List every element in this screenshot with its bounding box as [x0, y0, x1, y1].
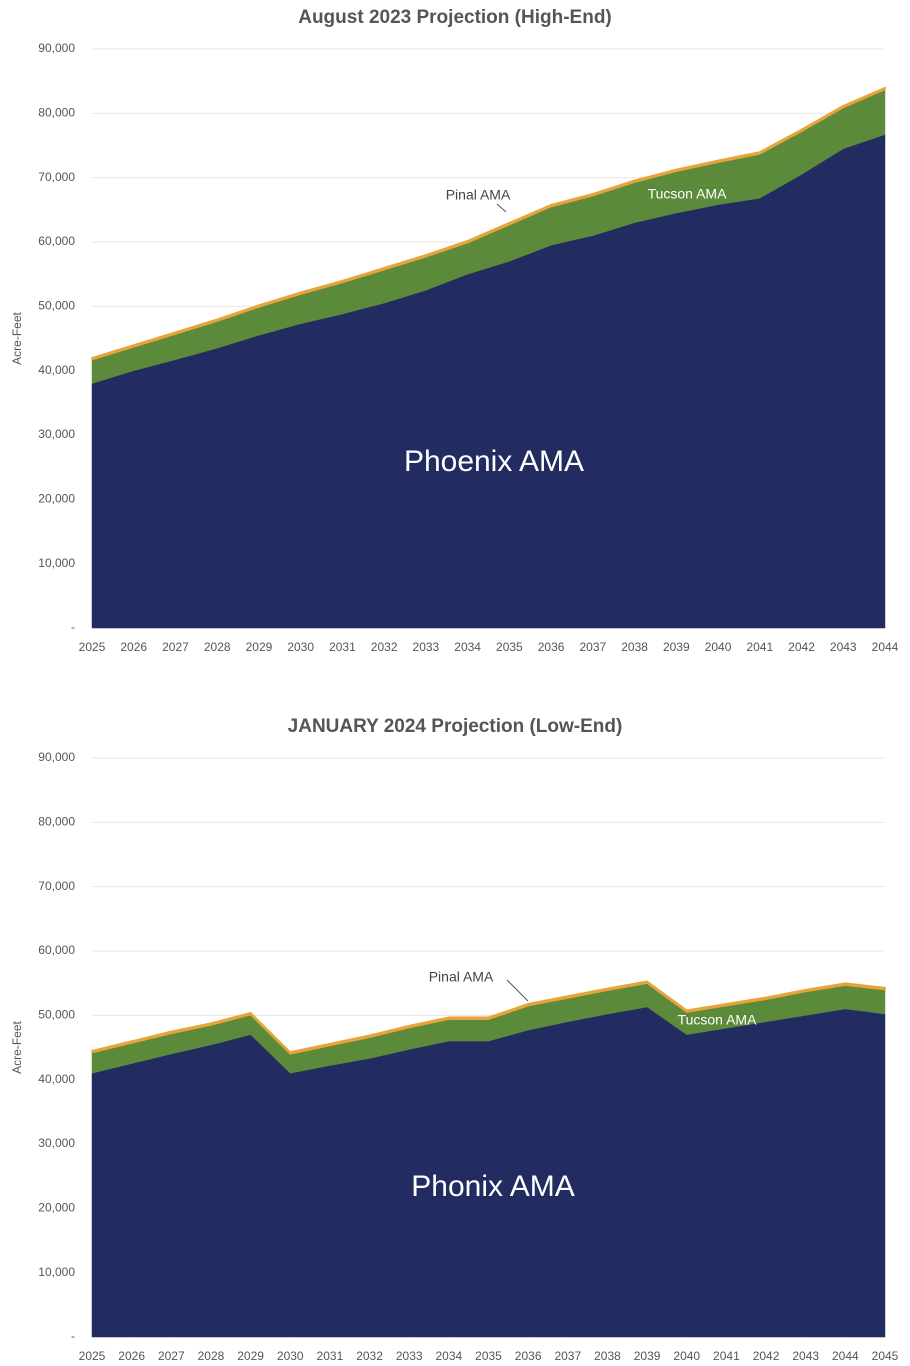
- x-tick-label: 2042: [788, 640, 815, 654]
- x-tick-label: 2032: [356, 1349, 383, 1363]
- x-tick-label: 2033: [396, 1349, 423, 1363]
- y-tick-label: 40,000: [38, 1072, 75, 1086]
- x-tick-label: 2034: [435, 1349, 462, 1363]
- x-tick-label: 2028: [198, 1349, 225, 1363]
- annotation: Pinal AMA: [446, 187, 511, 203]
- x-tick-label: 2025: [79, 1349, 106, 1363]
- x-tick-label: 2029: [237, 1349, 264, 1363]
- x-tick-label: 2044: [832, 1349, 859, 1363]
- x-tick-label: 2036: [515, 1349, 542, 1363]
- y-tick-label: 80,000: [38, 815, 75, 829]
- y-tick-label: 70,000: [38, 170, 75, 184]
- y-axis-label: Acre-Feet: [10, 311, 24, 364]
- y-tick-label: 90,000: [38, 41, 75, 55]
- chart-title: JANUARY 2024 Projection (Low-End): [288, 716, 623, 737]
- x-tick-label: 2028: [204, 640, 231, 654]
- x-tick-label: 2040: [705, 640, 732, 654]
- x-tick-label: 2045: [872, 1349, 899, 1363]
- area: [91, 134, 886, 629]
- x-tick-label: 2027: [158, 1349, 185, 1363]
- y-tick-label: -: [71, 1329, 75, 1343]
- x-tick-label: 2032: [371, 640, 398, 654]
- area: [91, 86, 886, 361]
- x-tick-label: 2025: [79, 640, 106, 654]
- x-tick-label: 2037: [554, 1349, 581, 1363]
- x-tick-label: 2041: [713, 1349, 740, 1363]
- y-tick-label: 60,000: [38, 943, 75, 957]
- x-tick-label: 2026: [118, 1349, 145, 1363]
- x-tick-label: 2037: [579, 640, 606, 654]
- x-tick-label: 2026: [120, 640, 147, 654]
- leader-line: [506, 979, 529, 1002]
- x-tick-label: 2043: [792, 1349, 819, 1363]
- x-tick-label: 2038: [621, 640, 648, 654]
- x-tick-label: 2034: [454, 640, 481, 654]
- y-tick-label: 30,000: [38, 427, 75, 441]
- y-tick-label: 10,000: [38, 556, 75, 570]
- x-tick-label: 2038: [594, 1349, 621, 1363]
- x-tick-label: 2035: [475, 1349, 502, 1363]
- x-tick-label: 2030: [287, 640, 314, 654]
- y-tick-label: 80,000: [38, 106, 75, 120]
- x-tick-label: 2035: [496, 640, 523, 654]
- chart-title: August 2023 Projection (High-End): [298, 7, 612, 28]
- x-tick-label: 2039: [634, 1349, 661, 1363]
- annotation: Tucson AMA: [678, 1012, 758, 1028]
- x-tick-label: 2027: [162, 640, 189, 654]
- y-tick-label: 20,000: [38, 1201, 75, 1215]
- y-tick-label: 50,000: [38, 1008, 75, 1022]
- x-tick-label: 2040: [673, 1349, 700, 1363]
- x-tick-label: 2041: [746, 640, 773, 654]
- x-tick-label: 2029: [246, 640, 273, 654]
- area: [91, 980, 886, 1055]
- y-tick-label: 90,000: [38, 750, 75, 764]
- x-tick-label: 2039: [663, 640, 690, 654]
- y-tick-label: 30,000: [38, 1136, 75, 1150]
- y-tick-label: 20,000: [38, 492, 75, 506]
- x-tick-label: 2030: [277, 1349, 304, 1363]
- x-tick-label: 2042: [753, 1349, 780, 1363]
- x-tick-label: 2044: [872, 640, 899, 654]
- annotation: Phoenix AMA: [404, 445, 584, 478]
- x-tick-label: 2043: [830, 640, 857, 654]
- x-tick-label: 2031: [329, 640, 356, 654]
- annotation: Phonix AMA: [411, 1170, 574, 1203]
- x-tick-label: 2031: [317, 1349, 344, 1363]
- y-tick-label: 60,000: [38, 234, 75, 248]
- x-tick-label: 2033: [413, 640, 440, 654]
- y-axis-label: Acre-Feet: [10, 1020, 24, 1073]
- y-tick-label: 70,000: [38, 879, 75, 893]
- y-tick-label: -: [71, 620, 75, 634]
- annotation: Tucson AMA: [648, 186, 728, 202]
- leader-line: [496, 203, 507, 213]
- x-tick-label: 2036: [538, 640, 565, 654]
- y-tick-label: 10,000: [38, 1265, 75, 1279]
- y-tick-label: 40,000: [38, 363, 75, 377]
- y-tick-label: 50,000: [38, 299, 75, 313]
- annotation: Pinal AMA: [429, 969, 494, 985]
